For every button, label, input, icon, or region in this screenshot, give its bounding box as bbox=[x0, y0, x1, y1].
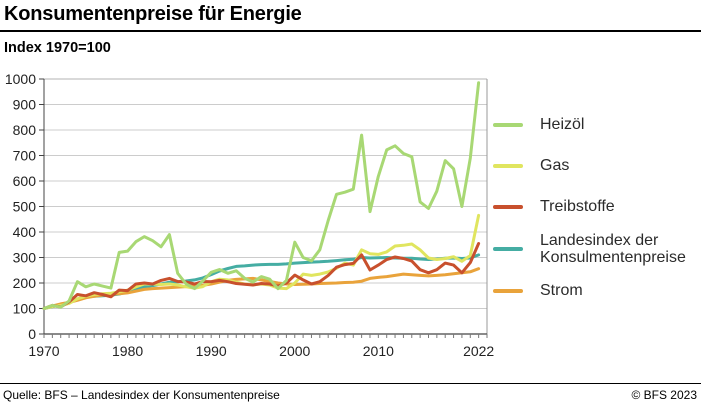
legend-swatch bbox=[493, 204, 523, 209]
chart-legend: Heizöl Gas Treibstoffe Landesindex der Kons… bbox=[493, 116, 693, 299]
x-tick-label: 1970 bbox=[28, 343, 59, 359]
legend-swatch bbox=[493, 247, 523, 251]
series-line-3 bbox=[42, 242, 481, 310]
legend-swatch bbox=[493, 288, 523, 293]
legend-label: Gas bbox=[540, 157, 570, 174]
legend-item: Strom bbox=[493, 282, 693, 299]
chart-subtitle: Index 1970=100 bbox=[4, 40, 111, 56]
x-tick-label: 1990 bbox=[196, 343, 227, 359]
y-tick-label: 600 bbox=[13, 173, 37, 189]
legend-swatch bbox=[493, 163, 523, 168]
series-line-1 bbox=[42, 81, 481, 310]
x-tick-label: 1980 bbox=[112, 343, 143, 359]
legend-item: Treibstoffe bbox=[493, 198, 693, 215]
legend-label: Landesindex der Konsulmentenpreise bbox=[540, 232, 686, 266]
y-tick-label: 300 bbox=[13, 250, 37, 266]
x-tick-label: 2010 bbox=[363, 343, 394, 359]
y-tick-label: 0 bbox=[28, 326, 36, 342]
y-tick-label: 800 bbox=[13, 122, 37, 138]
footer-divider bbox=[0, 383, 701, 384]
legend-label: Treibstoffe bbox=[540, 198, 615, 215]
copyright-note: © BFS 2023 bbox=[631, 388, 697, 402]
legend-label: Heizöl bbox=[540, 116, 585, 133]
y-tick-label: 500 bbox=[13, 199, 37, 215]
legend-item: Landesindex der Konsulmentenpreise bbox=[493, 232, 693, 266]
legend-label: Strom bbox=[540, 282, 583, 299]
x-tick-label: 2000 bbox=[279, 343, 310, 359]
source-note: Quelle: BFS – Landesindex der Konsumente… bbox=[3, 388, 280, 402]
page-title: Konsumentenpreise für Energie bbox=[4, 3, 302, 25]
y-tick-label: 900 bbox=[13, 97, 37, 113]
y-tick-label: 100 bbox=[13, 301, 37, 317]
y-tick-label: 400 bbox=[13, 224, 37, 240]
y-tick-label: 200 bbox=[13, 275, 37, 291]
legend-item: Heizöl bbox=[493, 116, 693, 133]
x-tick-label: 2022 bbox=[463, 343, 494, 359]
legend-item: Gas bbox=[493, 157, 693, 174]
legend-swatch bbox=[493, 122, 523, 127]
y-tick-label: 1000 bbox=[5, 71, 36, 87]
title-divider bbox=[0, 30, 701, 32]
y-tick-label: 700 bbox=[13, 148, 37, 164]
